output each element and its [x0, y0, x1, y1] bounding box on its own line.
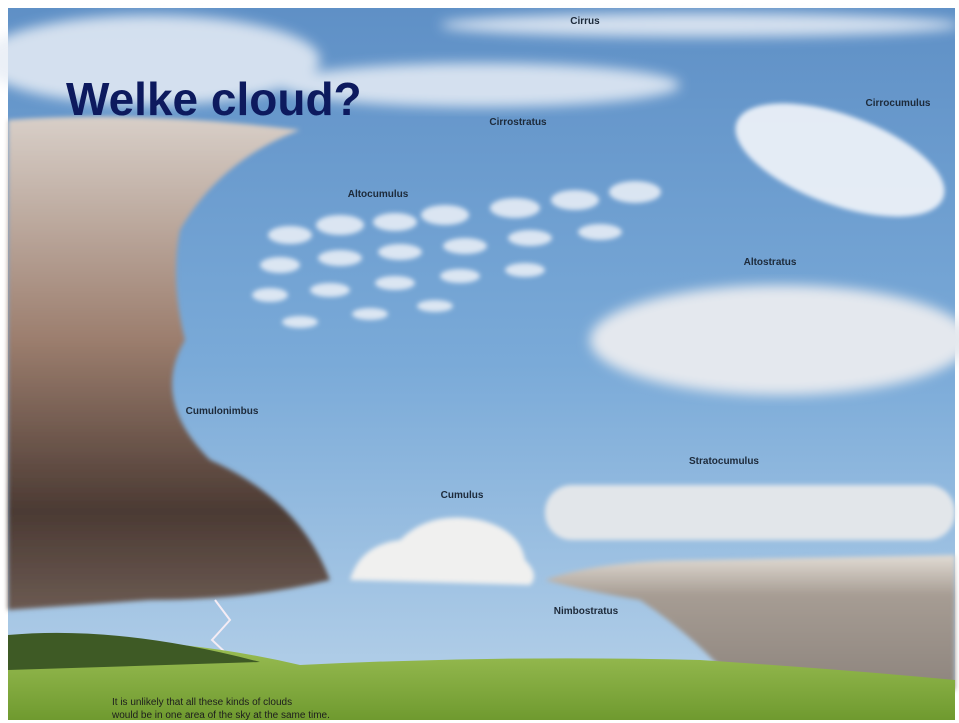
caption-line: It is unlikely that all these kinds of c… [112, 697, 292, 708]
slide: Welke cloud? Cirrus Cirrostratus Cirrocumu… [0, 0, 959, 723]
cloud-label: Cirrocumulus [865, 98, 930, 109]
caption-line: would be in one area of the sky at the s… [111, 710, 330, 721]
cloud-label: Altocumulus [348, 189, 409, 200]
cloud-label: Stratocumulus [689, 456, 759, 467]
cloud-label: Cirrus [570, 16, 600, 27]
cloud-label: Cumulus [441, 490, 484, 501]
cloud-label: Nimbostratus [554, 606, 619, 617]
slide-title: Welke cloud? [66, 73, 362, 125]
cloud-label: Altostratus [744, 257, 797, 268]
cloud-label: Cumulonimbus [186, 406, 259, 417]
cloud-label: Cirrostratus [489, 117, 547, 128]
